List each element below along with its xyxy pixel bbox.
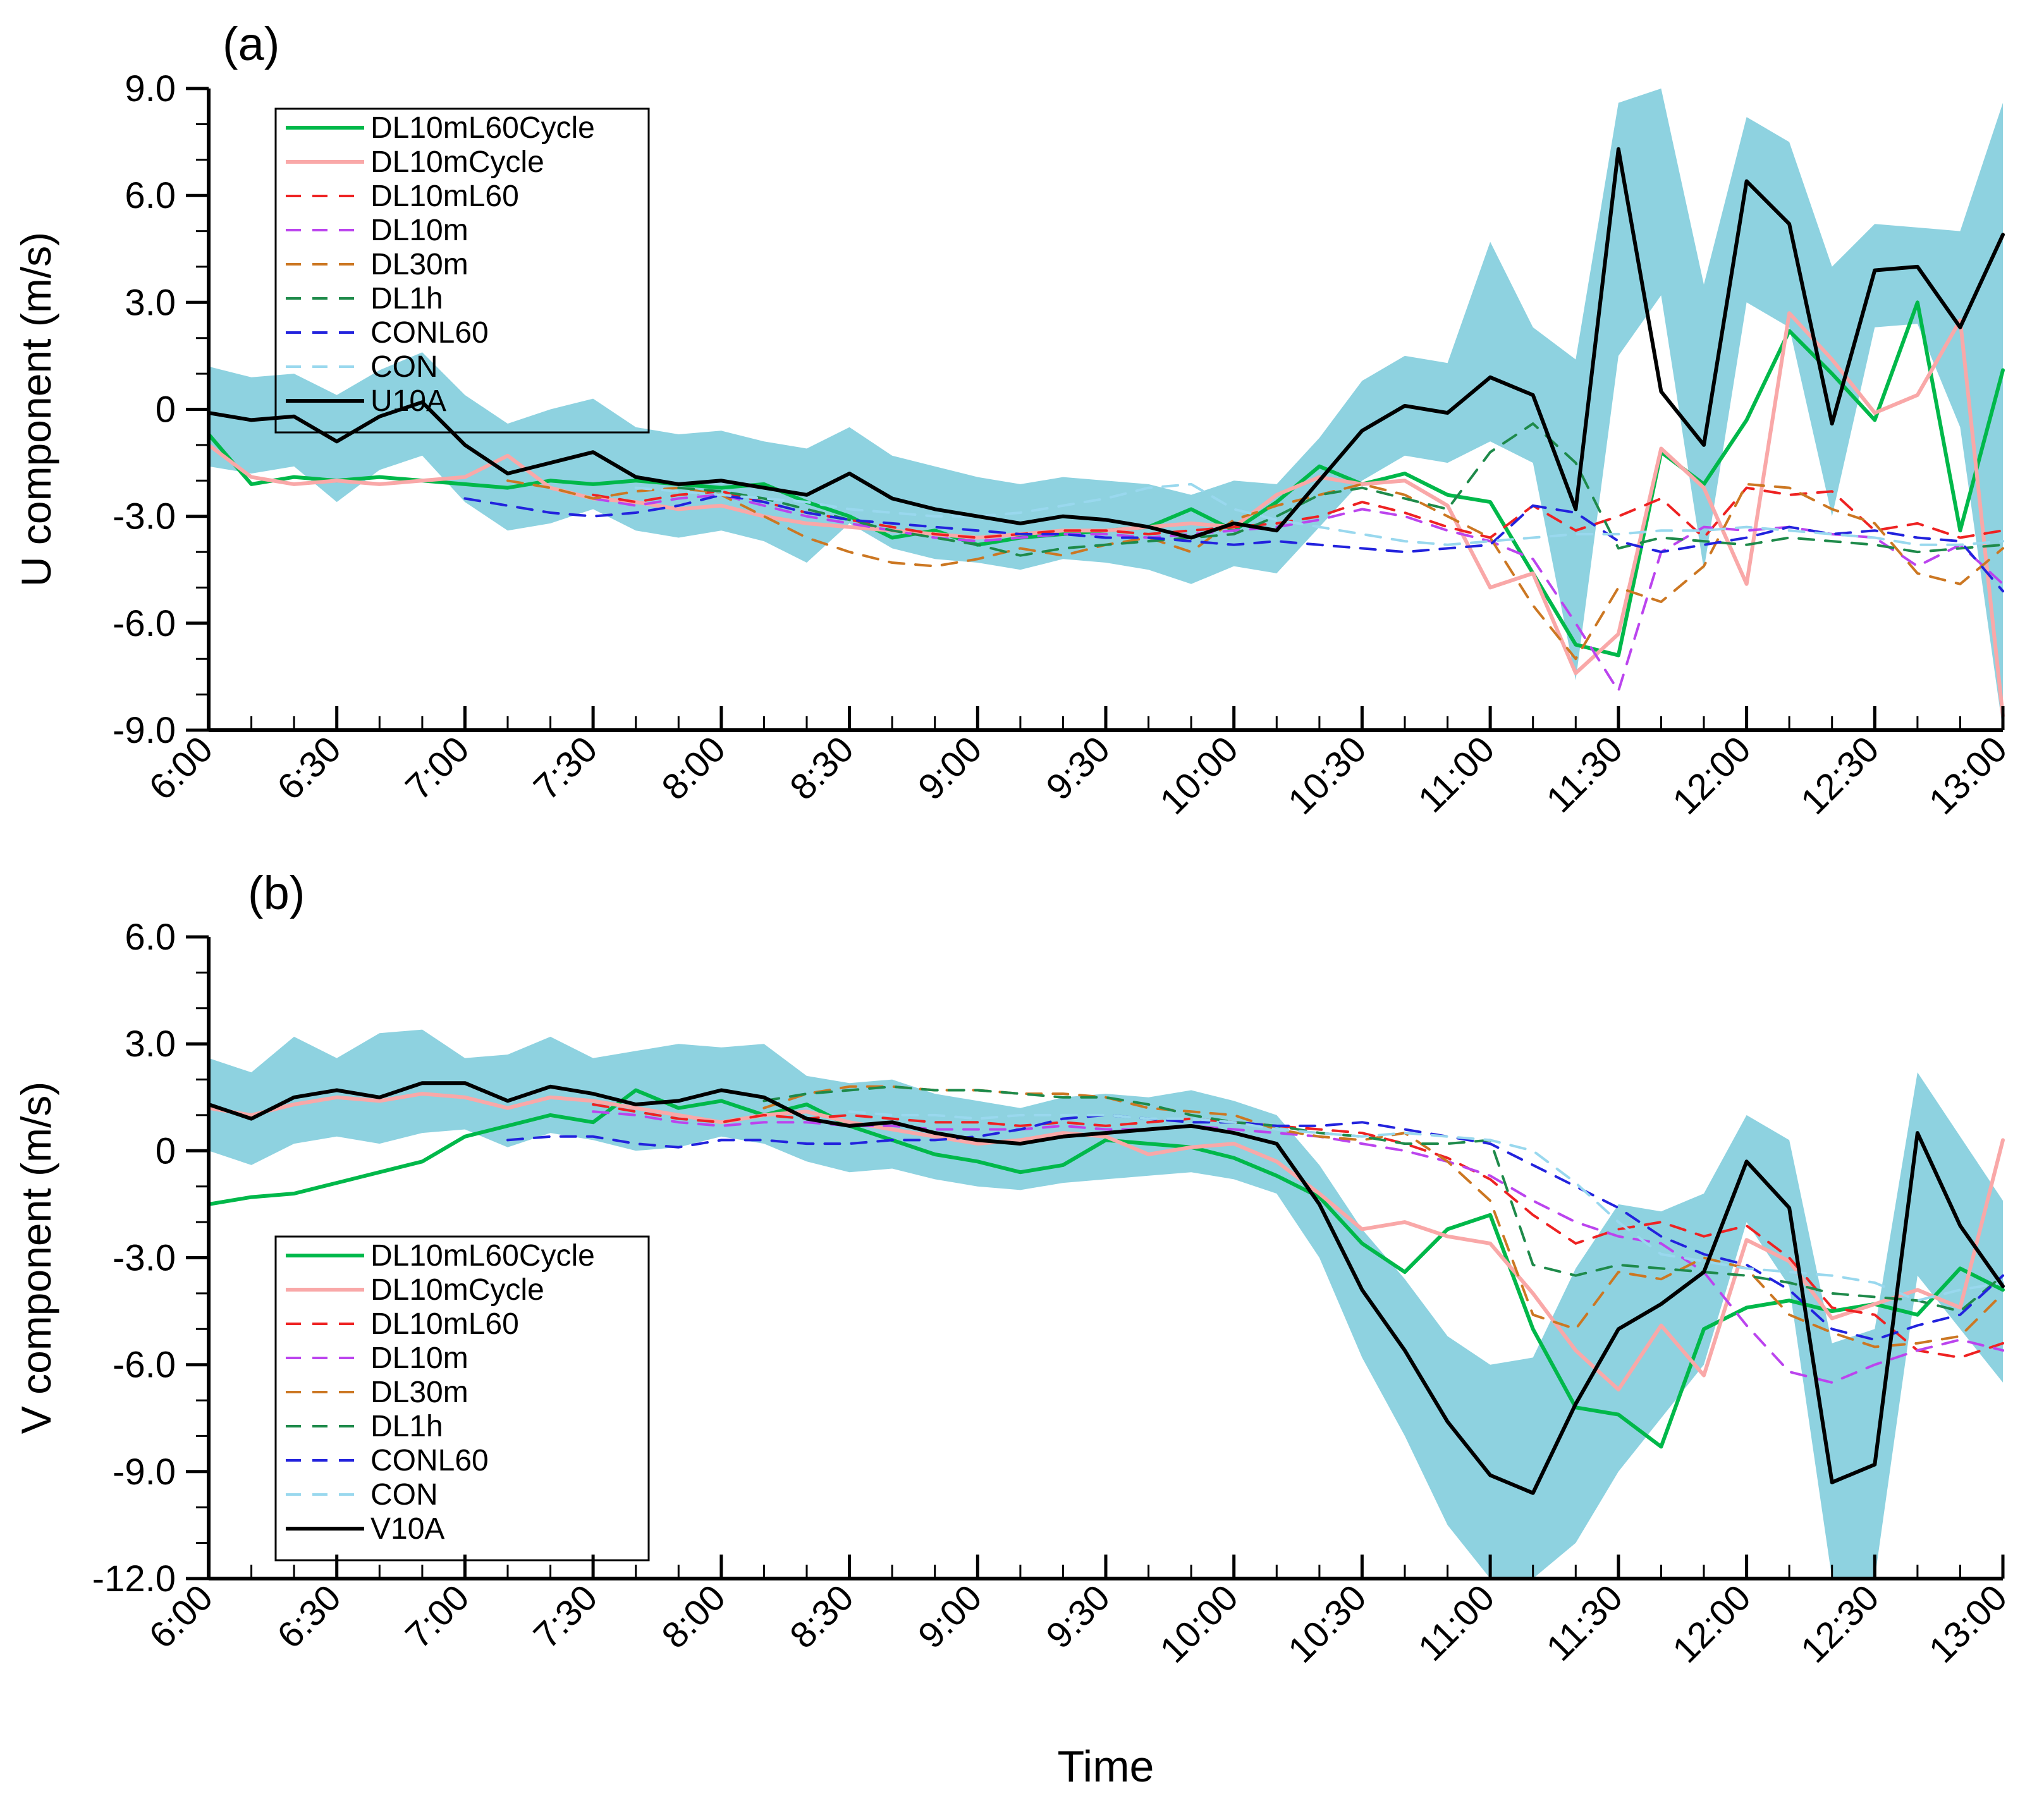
series-DL10mL60Cycle	[207, 1088, 2005, 1449]
y-tick-label: -6.0	[113, 1345, 176, 1386]
legend-label: DL30m	[370, 248, 468, 281]
x-tick-label: 9:00	[910, 728, 990, 808]
series-CONL60	[463, 493, 2004, 593]
x-tick-label: 6:30	[269, 1577, 349, 1656]
legend-label: DL10mL60	[370, 180, 519, 213]
series-DL30m	[762, 1085, 2004, 1348]
panel-a: 9.06.03.00-3.0-6.0-9.06:00 6:30 7:00 7:30 8:…	[13, 18, 2015, 822]
legend-label: DL1h	[370, 282, 443, 315]
y-tick-label: -9.0	[113, 1452, 176, 1493]
x-tick-label: 13:00	[1921, 728, 2016, 822]
x-tick-label: 12:00	[1665, 1577, 1759, 1671]
legend-label: DL1h	[370, 1410, 443, 1443]
series-CON	[848, 1110, 2004, 1302]
series-DL1h	[677, 422, 2004, 557]
x-tick-label: 7:30	[526, 1577, 606, 1656]
x-tick-label: 11:00	[1411, 1577, 1503, 1669]
x-tick-label: 6:30	[269, 728, 349, 808]
series-CON	[634, 482, 2004, 546]
legend-label: U10A	[370, 384, 446, 418]
series-V10A	[207, 1081, 2005, 1495]
x-tick-label: 10:00	[1152, 1577, 1246, 1671]
x-tick-label: 7:00	[398, 1577, 477, 1656]
legend-label: CON	[370, 350, 438, 384]
panel-label: (a)	[223, 18, 279, 70]
panel-b: 6.03.00-3.0-6.0-9.0-12.06:00 6:30 7:00 7:30…	[13, 867, 2015, 1791]
legend-label: CONL60	[370, 1444, 489, 1477]
legend-label: CON	[370, 1478, 438, 1512]
series-U10A	[207, 147, 2005, 540]
y-tick-label: -9.0	[113, 710, 176, 751]
panel-label: (b)	[248, 867, 305, 919]
series-DL10mCycle	[207, 1092, 2005, 1392]
x-tick-label: 11:30	[1538, 728, 1631, 821]
x-tick-label: 9:30	[1038, 728, 1118, 808]
y-tick-label: 3.0	[125, 282, 176, 323]
x-tick-label: 10:00	[1152, 728, 1246, 822]
y-tick-label: -12.0	[92, 1558, 176, 1599]
x-tick-label: 11:30	[1538, 1577, 1631, 1669]
y-axis-label: V component (m/s)	[13, 1082, 59, 1434]
legend-label: V10A	[370, 1512, 444, 1546]
y-tick-label: -6.0	[113, 603, 176, 644]
x-tick-label: 9:00	[910, 1577, 990, 1656]
legend-box	[274, 1235, 650, 1562]
y-tick-label: 0	[156, 389, 176, 431]
x-tick-label: 12:30	[1793, 728, 1887, 822]
series-DL30m	[506, 479, 2004, 661]
x-tick-label: 7:30	[526, 728, 606, 808]
y-tick-label: -3.0	[113, 496, 176, 537]
x-tick-label: 10:30	[1280, 728, 1374, 822]
x-tick-label: 11:00	[1411, 728, 1503, 821]
x-tick-label: 9:30	[1038, 1577, 1118, 1656]
x-tick-label: 7:00	[398, 728, 477, 808]
legend-label: DL10m	[370, 214, 468, 247]
x-tick-label: 8:00	[654, 728, 733, 808]
y-tick-label: 6.0	[125, 175, 176, 216]
y-tick-label: 3.0	[125, 1024, 176, 1065]
x-tick-label: 8:00	[654, 1577, 733, 1656]
legend-label: CONL60	[370, 316, 489, 350]
y-tick-label: -3.0	[113, 1238, 176, 1279]
legend-box	[274, 107, 650, 434]
legend-label: DL10mL60Cycle	[370, 111, 595, 145]
y-tick-label: 6.0	[125, 917, 176, 958]
legend-label: DL10mL60	[370, 1307, 519, 1341]
legend-label: DL30m	[370, 1376, 468, 1409]
series-DL1h	[762, 1085, 2004, 1313]
legend-label: DL10m	[370, 1342, 468, 1375]
y-axis-label: U component (m/s)	[13, 232, 59, 587]
legend-label: DL10mCycle	[370, 1273, 544, 1307]
series-DL10m	[592, 493, 2004, 692]
legend-label: DL10mL60Cycle	[370, 1239, 595, 1273]
y-tick-label: 9.0	[125, 68, 176, 109]
series-DL10mL60	[592, 486, 2004, 539]
series-DL10mL60	[592, 1103, 2004, 1359]
x-tick-label: 8:30	[782, 728, 862, 808]
uncertainty-band	[209, 89, 2003, 730]
y-tick-label: 0	[156, 1130, 176, 1171]
x-axis-label: Time	[1058, 1742, 1154, 1791]
uncertainty-band	[209, 1029, 2003, 1579]
x-tick-label: 10:30	[1280, 1577, 1374, 1671]
x-tick-label: 13:00	[1921, 1577, 2016, 1671]
x-tick-label: 12:00	[1665, 728, 1759, 822]
x-tick-label: 12:30	[1793, 1577, 1887, 1671]
x-tick-label: 8:30	[782, 1577, 862, 1656]
legend-label: DL10mCycle	[370, 145, 544, 179]
